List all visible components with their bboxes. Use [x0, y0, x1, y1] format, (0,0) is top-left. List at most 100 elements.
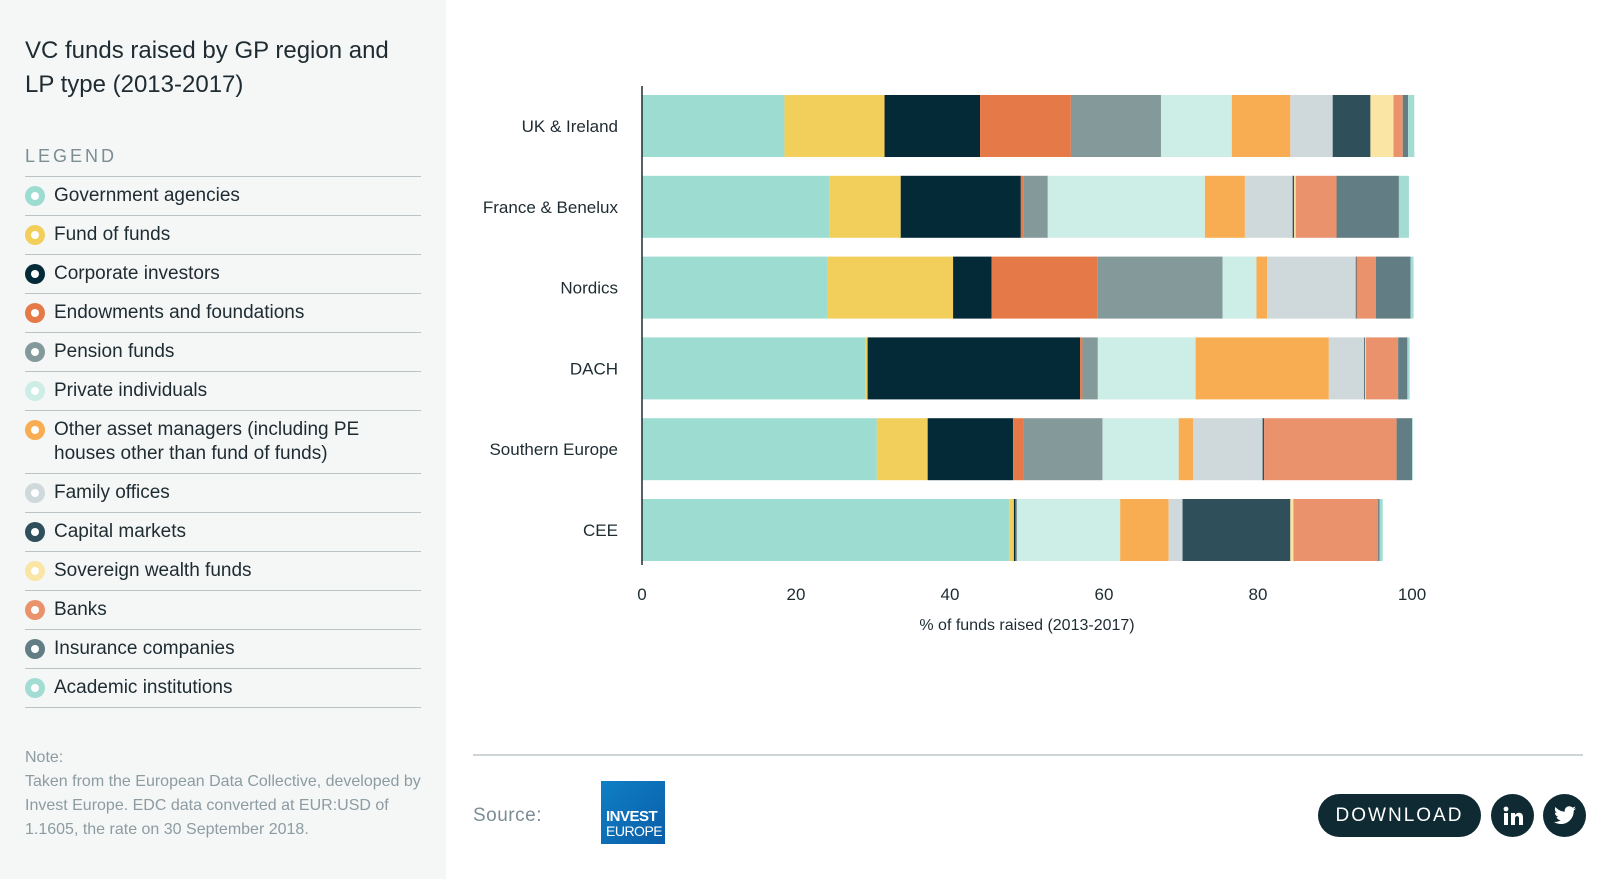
bar-segment[interactable]	[1182, 499, 1291, 561]
bar-segment[interactable]	[1020, 175, 1024, 238]
legend-item[interactable]: Banks	[25, 591, 421, 630]
bar-segment[interactable]	[1290, 499, 1294, 561]
bar-segment[interactable]	[1102, 418, 1179, 481]
bar-segment[interactable]	[1070, 95, 1161, 157]
bar-segment[interactable]	[1292, 175, 1295, 238]
bar-segment[interactable]	[1244, 175, 1293, 238]
y-tick-label: CEE	[583, 521, 618, 540]
bar-segment[interactable]	[1009, 499, 1014, 561]
bar-segment[interactable]	[1097, 256, 1223, 319]
bar-segment[interactable]	[1375, 256, 1411, 319]
bar-segment[interactable]	[642, 95, 785, 157]
bar-segment[interactable]	[1013, 499, 1016, 561]
bar-segment[interactable]	[642, 175, 830, 238]
bar-segment[interactable]	[642, 337, 866, 400]
download-button[interactable]: DOWNLOAD	[1318, 794, 1481, 837]
bar-segment[interactable]	[1290, 95, 1333, 157]
linkedin-share-button[interactable]	[1491, 794, 1534, 837]
legend-swatch-icon	[25, 303, 45, 323]
bar-segment[interactable]	[1015, 499, 1017, 561]
bar-segment[interactable]	[1408, 95, 1415, 157]
bar-segment[interactable]	[1295, 175, 1337, 238]
bar-segment[interactable]	[1398, 337, 1408, 400]
bar-segment[interactable]	[927, 418, 1014, 481]
bar-segment[interactable]	[1355, 256, 1357, 319]
bar-segment[interactable]	[1047, 175, 1205, 238]
legend-item[interactable]: Corporate investors	[25, 255, 421, 294]
legend-item[interactable]: Pension funds	[25, 333, 421, 372]
bar-segment[interactable]	[1393, 95, 1403, 157]
bar-segment[interactable]	[1264, 418, 1397, 481]
bar-segment[interactable]	[1204, 175, 1245, 238]
legend-label: Capital markets	[54, 521, 186, 542]
bar-segment[interactable]	[1120, 499, 1169, 561]
bar-segment[interactable]	[1364, 337, 1366, 400]
bar-segment[interactable]	[900, 175, 1021, 238]
bar-segment[interactable]	[1023, 418, 1103, 481]
bar-segment[interactable]	[1402, 95, 1409, 157]
x-tick-label: 0	[637, 585, 646, 604]
bar-segment[interactable]	[1256, 256, 1268, 319]
bar-segment[interactable]	[1013, 418, 1024, 481]
bar-segment[interactable]	[1336, 175, 1399, 238]
twitter-share-button[interactable]	[1543, 794, 1586, 837]
bar-segment[interactable]	[876, 418, 928, 481]
bar-segment[interactable]	[1195, 337, 1329, 400]
bar-segment[interactable]	[1016, 499, 1121, 561]
bar-segment[interactable]	[784, 95, 885, 157]
legend-item[interactable]: Government agencies	[25, 177, 421, 216]
bar-segment[interactable]	[642, 256, 828, 319]
legend-item[interactable]: Other asset managers (including PE house…	[25, 411, 421, 474]
bar-segment[interactable]	[991, 256, 1098, 319]
bar-segment[interactable]	[1168, 499, 1183, 561]
bar-segment[interactable]	[1097, 337, 1196, 400]
bar-segment[interactable]	[1328, 337, 1365, 400]
bar-segment[interactable]	[1023, 175, 1048, 238]
legend-item[interactable]: Family offices	[25, 474, 421, 513]
bar-segment[interactable]	[1222, 256, 1257, 319]
bar-segment[interactable]	[1293, 499, 1379, 561]
bar-segment[interactable]	[1267, 256, 1356, 319]
bar-segment[interactable]	[1332, 95, 1371, 157]
bar-segment[interactable]	[1370, 95, 1394, 157]
bar-segment[interactable]	[867, 337, 1081, 400]
legend-item[interactable]: Academic institutions	[25, 669, 421, 708]
bar-segment[interactable]	[827, 256, 954, 319]
bar-segment[interactable]	[829, 175, 901, 238]
bar-segment[interactable]	[1412, 418, 1413, 481]
bar-segment[interactable]	[1294, 175, 1296, 238]
bar-segment[interactable]	[1410, 256, 1414, 319]
bar-segment[interactable]	[980, 95, 1071, 157]
bar-segment[interactable]	[1080, 337, 1083, 400]
bar-segment[interactable]	[1178, 418, 1194, 481]
legend-item[interactable]: Fund of funds	[25, 216, 421, 255]
invest-europe-logo[interactable]: INVEST EUROPE	[601, 781, 665, 844]
legend-item[interactable]: Insurance companies	[25, 630, 421, 669]
legend-item[interactable]: Private individuals	[25, 372, 421, 411]
legend-item[interactable]: Capital markets	[25, 513, 421, 552]
bar-segment[interactable]	[1231, 95, 1291, 157]
bar-segment[interactable]	[1378, 499, 1380, 561]
bar-segment[interactable]	[1160, 95, 1232, 157]
bar-segment[interactable]	[1396, 418, 1412, 481]
bar-segment[interactable]	[1262, 418, 1265, 481]
bar-segment[interactable]	[1365, 337, 1399, 400]
bar-segment[interactable]	[865, 337, 868, 400]
legend-item[interactable]: Endowments and foundations	[25, 294, 421, 333]
bar-segment[interactable]	[1193, 418, 1263, 481]
bar-segment[interactable]	[642, 418, 877, 481]
legend-item[interactable]: Sovereign wealth funds	[25, 552, 421, 591]
bar-segment[interactable]	[1356, 256, 1376, 319]
bar-segment[interactable]	[884, 95, 981, 157]
legend-swatch-icon	[25, 483, 45, 503]
bar-segment[interactable]	[1407, 337, 1410, 400]
bar-segment[interactable]	[1082, 337, 1098, 400]
bar-segment[interactable]	[642, 499, 1010, 561]
bar-segment[interactable]	[953, 256, 992, 319]
legend-label: Pension funds	[54, 341, 175, 362]
bar-segment[interactable]	[1365, 337, 1366, 400]
legend-label: Other asset managers (including PE house…	[54, 419, 360, 464]
note-text: Taken from the European Data Collective,…	[25, 773, 421, 838]
bar-segment[interactable]	[1379, 499, 1383, 561]
bar-segment[interactable]	[1398, 175, 1409, 238]
